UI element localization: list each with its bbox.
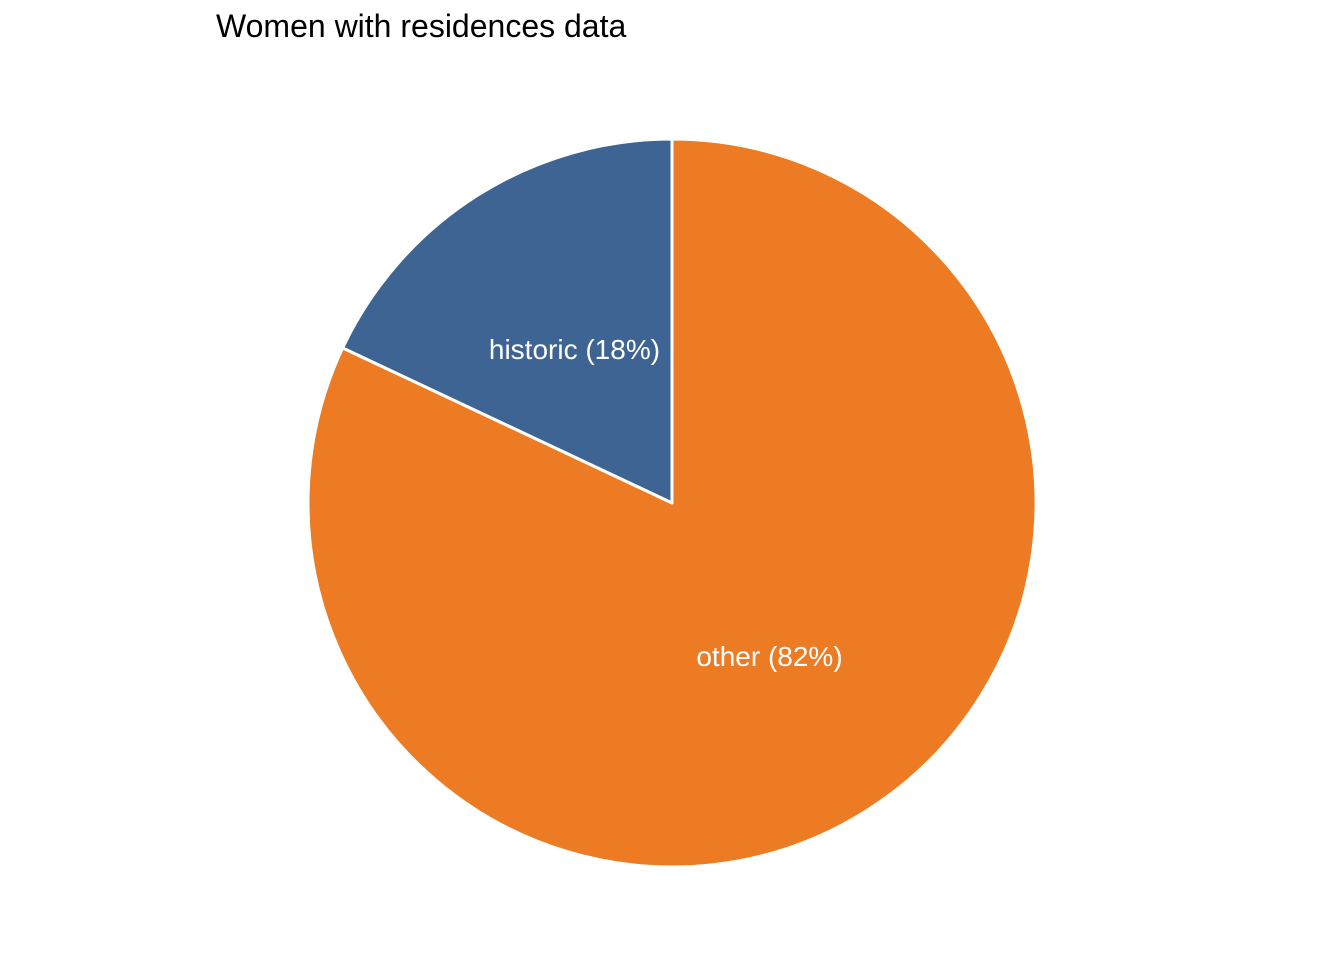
pie-slices xyxy=(306,137,1038,869)
pie-slice-other xyxy=(306,137,1038,869)
pie-slice-historic xyxy=(341,137,674,505)
slice-label-other: other (82%) xyxy=(696,641,842,672)
chart-title: Women with residences data xyxy=(216,8,627,44)
pie-labels: historic (18%) other (82%) xyxy=(489,334,843,672)
slice-label-historic: historic (18%) xyxy=(489,334,660,365)
